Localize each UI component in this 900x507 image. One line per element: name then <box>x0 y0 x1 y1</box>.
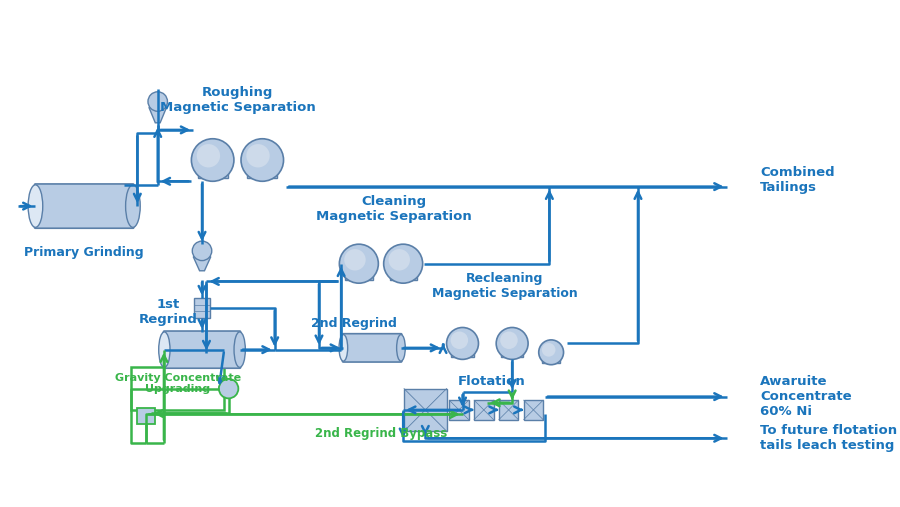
Circle shape <box>496 328 528 359</box>
FancyBboxPatch shape <box>404 389 446 431</box>
Text: 2nd Regrind Bypass: 2nd Regrind Bypass <box>315 427 447 440</box>
Text: Cleaning
Magnetic Separation: Cleaning Magnetic Separation <box>317 195 472 223</box>
Ellipse shape <box>234 332 246 368</box>
FancyBboxPatch shape <box>343 334 401 362</box>
Circle shape <box>247 144 270 167</box>
FancyBboxPatch shape <box>34 184 134 228</box>
Circle shape <box>148 92 167 111</box>
Circle shape <box>542 343 555 356</box>
Circle shape <box>539 340 563 365</box>
Polygon shape <box>148 107 166 123</box>
Text: 1st
Regrind: 1st Regrind <box>139 299 198 327</box>
Ellipse shape <box>158 332 170 368</box>
FancyBboxPatch shape <box>499 400 518 420</box>
FancyBboxPatch shape <box>346 268 373 280</box>
FancyBboxPatch shape <box>194 298 210 318</box>
Circle shape <box>193 241 212 261</box>
Ellipse shape <box>397 335 405 361</box>
FancyBboxPatch shape <box>390 268 417 280</box>
Ellipse shape <box>126 185 140 227</box>
FancyBboxPatch shape <box>543 355 560 363</box>
Text: Flotation: Flotation <box>458 375 526 388</box>
Circle shape <box>500 332 518 349</box>
Text: Recleaning
Magnetic Separation: Recleaning Magnetic Separation <box>432 272 578 300</box>
Circle shape <box>451 332 468 349</box>
Text: Awaruite
Concentrate
60% Ni: Awaruite Concentrate 60% Ni <box>760 375 852 418</box>
Circle shape <box>383 244 423 283</box>
FancyBboxPatch shape <box>164 331 240 368</box>
Circle shape <box>339 244 378 283</box>
Circle shape <box>219 379 238 399</box>
Circle shape <box>241 139 284 182</box>
Text: To future flotation
tails leach testing: To future flotation tails leach testing <box>760 424 897 452</box>
Circle shape <box>344 249 365 271</box>
Text: Roughing
Magnetic Separation: Roughing Magnetic Separation <box>159 86 315 114</box>
Polygon shape <box>194 257 211 271</box>
FancyBboxPatch shape <box>524 400 544 420</box>
FancyBboxPatch shape <box>138 408 155 424</box>
Ellipse shape <box>339 335 347 361</box>
FancyBboxPatch shape <box>501 347 523 357</box>
Text: Combined
Tailings: Combined Tailings <box>760 165 835 194</box>
Circle shape <box>446 328 479 359</box>
Text: Gravity Concentrate
Upgrading: Gravity Concentrate Upgrading <box>114 373 240 394</box>
FancyBboxPatch shape <box>248 164 277 178</box>
Circle shape <box>192 139 234 182</box>
Ellipse shape <box>28 185 43 227</box>
FancyBboxPatch shape <box>474 400 493 420</box>
FancyBboxPatch shape <box>452 347 473 357</box>
Text: Primary Grinding: Primary Grinding <box>24 246 144 259</box>
Circle shape <box>389 249 410 271</box>
Circle shape <box>197 144 220 167</box>
Text: 2nd Regrind: 2nd Regrind <box>311 316 398 330</box>
FancyBboxPatch shape <box>198 164 228 178</box>
FancyBboxPatch shape <box>449 400 469 420</box>
